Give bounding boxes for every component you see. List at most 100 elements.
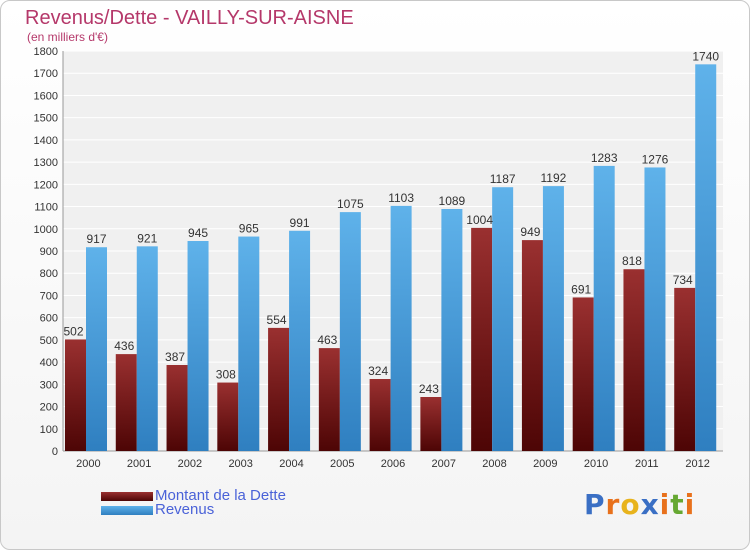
bar-debt [268,327,290,451]
legend-swatch-debt [101,492,153,501]
data-label-revenus: 1276 [642,152,669,166]
data-label-debt: 436 [114,339,134,353]
bar-revenus [441,209,463,451]
x-tick-label: 2006 [381,458,405,470]
x-tick-label: 2012 [685,458,709,470]
logo-letter: r [605,488,621,521]
data-label-revenus: 1075 [337,197,364,211]
bar-revenus [86,247,107,451]
y-tick-label: 600 [40,313,58,325]
bar-debt [420,397,442,451]
chart-title: Revenus/Dette - VAILLY-SUR-AISNE [25,7,354,29]
data-label-debt: 502 [63,324,83,338]
bar-revenus [695,64,717,452]
x-tick-label: 2005 [330,458,354,470]
x-tick-label: 2003 [228,458,252,470]
bar-revenus [593,165,615,451]
data-label-debt: 691 [571,282,591,296]
y-tick-label: 1400 [34,135,58,147]
x-tick-label: 2010 [584,458,608,470]
y-tick-label: 0 [52,446,58,458]
data-label-debt: 243 [419,382,439,396]
chart-subtitle: (en milliers d'€) [27,30,108,44]
logo-letter: P [584,488,606,521]
y-tick-label: 100 [40,424,58,436]
data-label-debt: 949 [520,225,540,239]
x-tick-label: 2000 [76,458,100,470]
data-label-debt: 1004 [466,213,493,227]
bar-debt [674,287,696,451]
legend-swatch-revenus [101,506,153,515]
data-label-revenus: 965 [239,222,259,236]
bar-debt [115,354,137,451]
y-tick-label: 1800 [34,46,58,58]
y-tick-label: 1700 [34,68,58,80]
y-tick-label: 1200 [34,179,58,191]
bar-revenus [289,230,311,451]
x-tick-label: 2009 [533,458,557,470]
data-label-revenus: 991 [290,216,310,230]
y-tick-label: 700 [40,290,58,302]
y-tick-label: 300 [40,379,58,391]
y-tick-label: 800 [40,268,58,280]
bar-debt [623,269,645,451]
legend-label-debt: Montant de la Dette [155,487,286,504]
logo-letter: o [620,488,641,521]
logo-letter: i [659,488,671,521]
legend-label-revenus: Revenus [155,501,215,518]
bar-debt [572,297,594,451]
bar-debt [65,339,86,451]
data-label-debt: 387 [165,350,185,364]
logo-letter: i [684,488,696,521]
data-label-debt: 554 [267,313,287,327]
x-tick-label: 2004 [279,458,303,470]
x-tick-label: 2001 [127,458,151,470]
bar-revenus [644,167,666,451]
y-tick-label: 900 [40,246,58,258]
bar-debt [217,382,239,451]
bar-revenus [136,246,158,451]
bar-revenus [492,187,514,451]
data-label-revenus: 945 [188,226,208,240]
data-label-revenus: 1192 [541,171,567,185]
data-label-revenus: 921 [137,231,157,245]
proxiti-logo: Proxiti [584,488,695,521]
bar-revenus [339,212,361,451]
bar-debt [166,365,188,451]
data-label-debt: 734 [673,273,693,287]
x-tick-label: 2007 [432,458,456,470]
bar-revenus [390,205,412,451]
data-label-revenus: 1187 [490,172,516,186]
x-tick-label: 2011 [635,458,659,470]
bar-debt [369,379,391,451]
y-tick-label: 1100 [34,202,58,214]
data-label-revenus: 1740 [692,49,719,63]
data-label-revenus: 917 [86,232,106,246]
data-label-revenus: 1089 [439,194,466,208]
data-label-debt: 308 [216,368,236,382]
bar-debt [471,227,493,451]
bar-revenus [238,236,260,451]
y-tick-label: 1000 [34,224,58,236]
bar-revenus [542,186,564,451]
y-tick-label: 1500 [34,113,58,125]
bar-revenus [187,241,209,451]
y-tick-label: 400 [40,357,58,369]
bar-debt [318,348,340,451]
data-label-debt: 463 [317,333,337,347]
data-label-debt: 324 [368,364,388,378]
data-label-revenus: 1283 [591,151,618,165]
logo-letter: t [670,488,685,521]
y-tick-label: 200 [40,402,58,414]
bar-debt [521,240,543,451]
logo-letter: x [640,488,660,521]
y-tick-label: 1300 [34,157,58,169]
x-tick-label: 2002 [178,458,202,470]
data-label-revenus: 1103 [388,191,414,205]
data-label-debt: 818 [622,254,642,268]
y-tick-label: 1600 [34,90,58,102]
x-tick-label: 2008 [482,458,506,470]
y-tick-label: 500 [40,335,58,347]
